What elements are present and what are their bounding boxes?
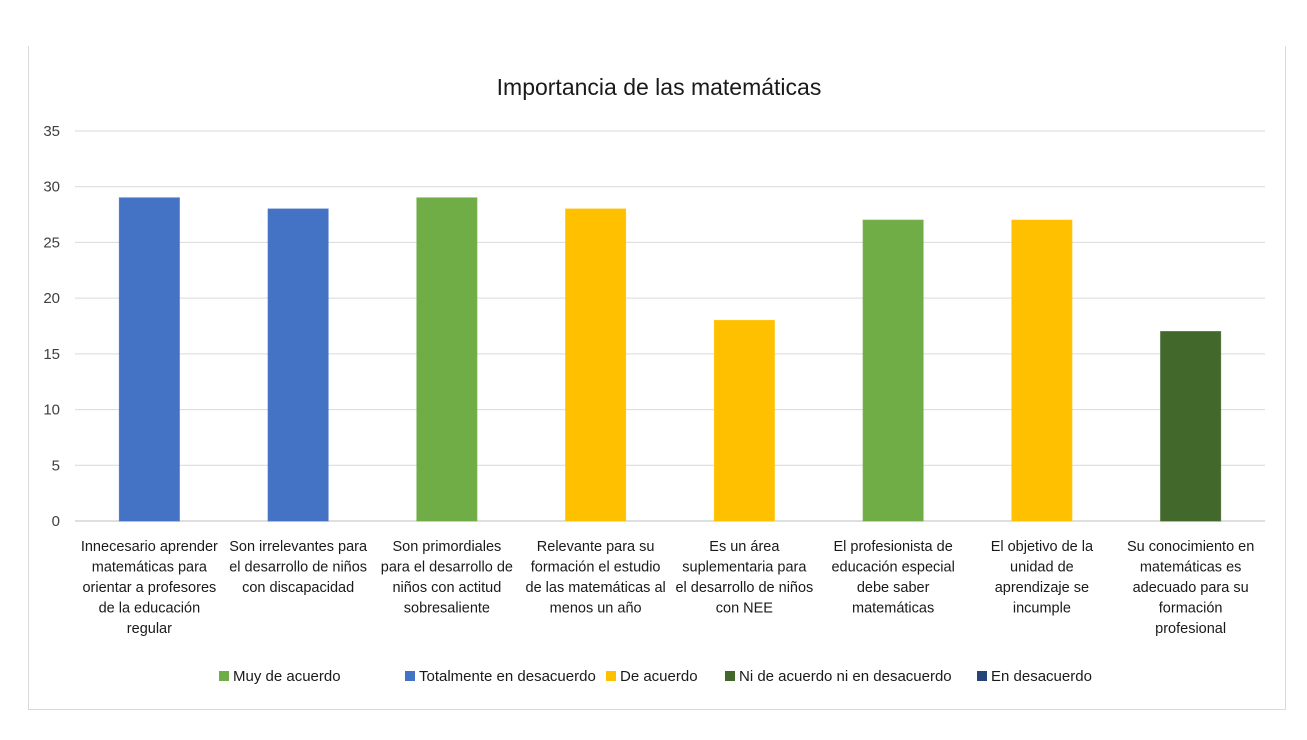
category-label-line: adecuado para su: [1133, 580, 1249, 596]
category-label-line: formación el estudio: [531, 560, 661, 576]
category-label-line: el desarrollo de niños: [229, 560, 367, 576]
y-tick-label: 25: [43, 234, 60, 251]
bar: [565, 208, 627, 522]
chart-frame: [28, 46, 1286, 710]
chart-title: Importancia de las matemáticas: [497, 74, 822, 100]
category-label-line: matemáticas: [852, 601, 934, 617]
category-label: Es un área suplementaria para el desarroll…: [675, 539, 813, 617]
legend-label: De acuerdo: [620, 668, 698, 685]
category-label-line: suplementaria para: [682, 560, 807, 576]
legend-swatch: [725, 671, 735, 681]
y-tick-label: 15: [43, 346, 60, 363]
category-label-line: matemáticas para: [92, 560, 208, 576]
category-label-line: para el desarrollo de: [381, 560, 513, 576]
y-tick-label: 30: [43, 179, 60, 196]
legend-label: Ni de acuerdo ni en desacuerdo: [739, 668, 952, 685]
legend-swatch: [219, 671, 229, 681]
bar: [118, 197, 180, 522]
category-label-line: El profesionista de: [833, 539, 952, 555]
legend-item: Totalmente en desacuerdo: [405, 668, 596, 685]
category-label-line: sobresaliente: [404, 601, 490, 617]
category-label-line: de las matemáticas al: [526, 580, 666, 596]
category-label-line: educación especial: [831, 560, 954, 576]
category-label-line: formación: [1159, 601, 1223, 617]
legend-swatch: [606, 671, 616, 681]
bar: [1160, 331, 1222, 522]
category-label-line: Es un área: [709, 539, 780, 555]
category-label-line: El objetivo de la: [991, 539, 1094, 555]
category-label: El objetivo de la unidad de aprendizaje se…: [991, 539, 1094, 617]
category-label-line: matemáticas es: [1140, 560, 1242, 576]
category-label-line: orientar a profesores: [82, 580, 216, 596]
category-label-line: incumple: [1013, 601, 1071, 617]
legend-item: De acuerdo: [606, 668, 698, 685]
category-label: Innecesario aprender matemáticas para orie…: [81, 539, 218, 637]
category-label-line: niños con actitud: [392, 580, 501, 596]
category-label-line: debe saber: [857, 580, 930, 596]
category-label-line: con NEE: [716, 601, 774, 617]
bar: [713, 319, 775, 522]
bar: [267, 208, 329, 522]
legend-item: Muy de acuerdo: [219, 668, 341, 685]
category-label: Su conocimiento en matemáticas es adecuado…: [1127, 539, 1254, 637]
category-label-line: regular: [127, 621, 172, 637]
category-label-line: el desarrollo de niños: [675, 580, 813, 596]
category-label-line: unidad de: [1010, 560, 1074, 576]
category-label-line: profesional: [1155, 621, 1226, 637]
y-tick-label: 5: [52, 457, 60, 474]
category-label: Son irrelevantes para el desarrollo de ni…: [229, 539, 368, 596]
category-label-line: de la educación: [99, 601, 201, 617]
category-label-line: con discapacidad: [242, 580, 354, 596]
category-label: Relevante para su formación el estudio de …: [526, 539, 666, 617]
category-label-line: Son irrelevantes para: [229, 539, 368, 555]
y-tick-label: 35: [43, 123, 60, 140]
category-label-line: Son primordiales: [392, 539, 501, 555]
y-tick-label: 20: [43, 290, 60, 307]
legend-item: Ni de acuerdo ni en desacuerdo: [725, 668, 952, 685]
legend-label: En desacuerdo: [991, 668, 1092, 685]
legend-label: Muy de acuerdo: [233, 668, 341, 685]
category-label-line: aprendizaje se: [995, 580, 1089, 596]
y-tick-label: 0: [52, 513, 60, 530]
legend-label: Totalmente en desacuerdo: [419, 668, 596, 685]
category-label: Son primordiales para el desarrollo de niñ…: [381, 539, 513, 617]
legend-swatch: [977, 671, 987, 681]
legend-swatch: [405, 671, 415, 681]
bar: [1011, 219, 1073, 522]
category-label: El profesionista de educación especial deb…: [831, 539, 954, 617]
category-label-line: Relevante para su: [537, 539, 655, 555]
category-label-line: Su conocimiento en: [1127, 539, 1254, 555]
bar: [862, 219, 924, 522]
legend-item: En desacuerdo: [977, 668, 1092, 685]
category-label-line: menos un año: [550, 601, 642, 617]
y-tick-label: 10: [43, 402, 60, 419]
bar: [416, 197, 478, 522]
category-label-line: Innecesario aprender: [81, 539, 218, 555]
